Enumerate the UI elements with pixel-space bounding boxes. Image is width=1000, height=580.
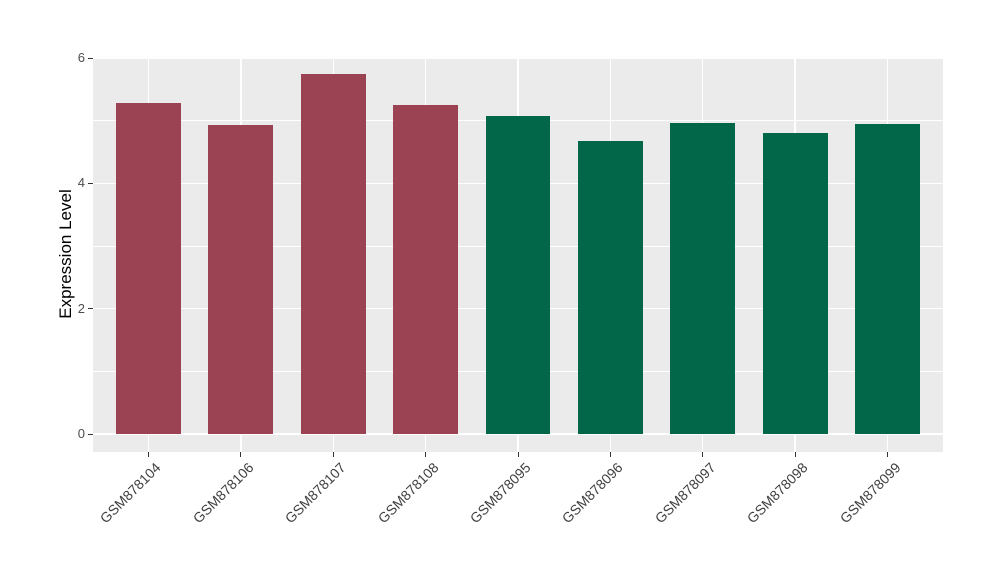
y-tick-label: 0 [77,426,85,441]
bar [485,116,551,434]
x-tick-label: GSM878098 [743,459,811,527]
y-tick-mark [88,57,93,59]
bar [116,103,181,434]
x-tick-label: GSM878099 [836,459,904,527]
x-tick-label: GSM878106 [189,459,257,527]
bar [578,140,643,434]
x-tick-mark [702,452,704,457]
x-tick-mark [887,452,889,457]
x-tick-mark [240,452,242,457]
x-tick-mark [517,452,519,457]
x-tick-mark [425,452,427,457]
bar [670,122,736,434]
x-tick-label: GSM878108 [374,459,442,527]
x-tick-mark [794,452,796,457]
x-tick-label: GSM878107 [281,459,349,527]
bar [855,124,920,434]
y-tick-label: 6 [77,50,85,65]
plot-panel [93,57,943,452]
y-axis-title: Expression Level [56,189,75,319]
x-tick-mark [147,452,149,457]
x-tick-mark [332,452,334,457]
bar [300,74,366,434]
x-tick-label: GSM878095 [466,459,534,527]
y-tick-mark [88,308,93,310]
x-tick-label: GSM878104 [97,459,165,527]
x-tick-mark [609,452,611,457]
y-tick-label: 2 [77,300,85,316]
x-tick-label: GSM878096 [559,459,626,527]
y-tick-mark [88,433,93,435]
y-tick-mark [88,182,93,184]
bar [762,133,828,434]
x-tick-label: GSM878097 [651,459,719,527]
bar [208,125,274,434]
y-tick-label: 4 [77,175,85,191]
bar [393,105,458,434]
